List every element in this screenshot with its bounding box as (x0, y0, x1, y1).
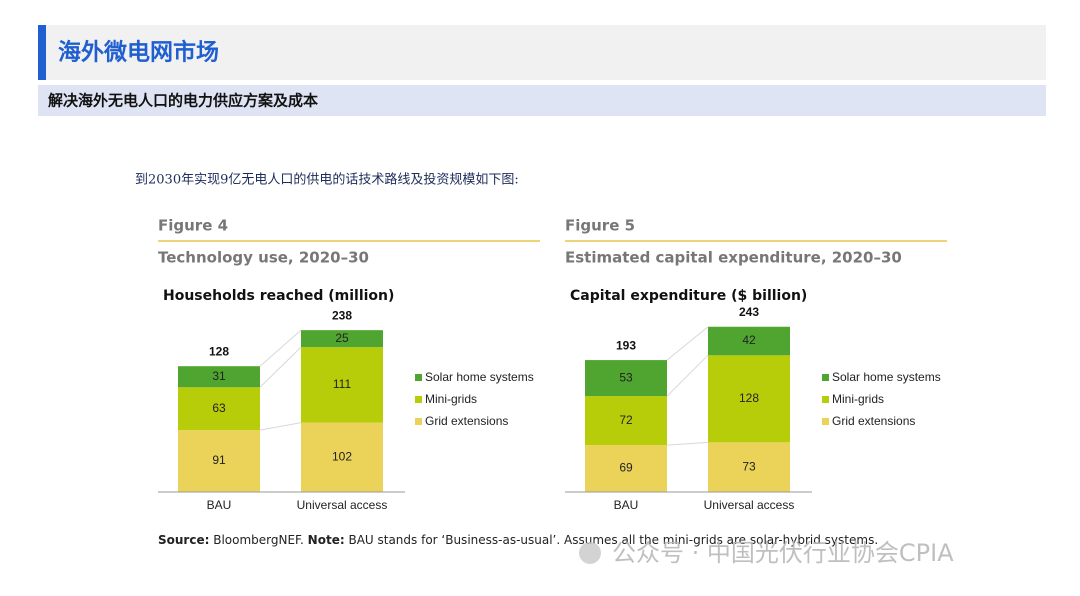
bar-segment (585, 360, 667, 397)
value-label: 72 (619, 413, 633, 427)
subheader-title: 解决海外无电人口的电力供应方案及成本 (48, 92, 318, 110)
bar-segment (178, 387, 260, 431)
bar-segment (585, 445, 667, 492)
value-label: 111 (333, 377, 352, 391)
header-title: 海外微电网市场 (58, 39, 219, 66)
total-label: 193 (616, 338, 636, 352)
legend-swatch (822, 374, 829, 381)
source-label: Source: (158, 533, 209, 547)
source-text: BloombergNEF. (209, 533, 307, 547)
figure-subtitle: Technology use, 2020–30 (158, 249, 369, 267)
value-label: 31 (212, 369, 226, 383)
chart-title: Households reached (million) (163, 288, 394, 304)
legend-label: Grid extensions (425, 414, 508, 428)
watermark-icon (579, 542, 601, 564)
connector (666, 441, 709, 446)
value-label: 91 (212, 453, 226, 467)
connector (666, 326, 709, 361)
x-tick-label: Universal access (704, 498, 795, 512)
source: Source: BloombergNEF. Note: BAU stands f… (158, 533, 878, 547)
figure-subtitle: Estimated capital expenditure, 2020–30 (565, 249, 902, 267)
x-tick-label: BAU (207, 498, 232, 512)
chart-title: Capital expenditure ($ billion) (570, 288, 807, 304)
value-label: 73 (742, 459, 756, 473)
note-label: Note: (308, 533, 345, 547)
figure-label: Figure 4 (158, 217, 228, 235)
header-accent (38, 25, 46, 80)
legend-label: Mini-grids (425, 392, 477, 406)
connector (259, 346, 302, 388)
x-tick-label: BAU (614, 498, 639, 512)
bar-segment (301, 347, 383, 423)
bar-segment (585, 396, 667, 446)
total-label: 128 (209, 344, 229, 358)
legend-swatch (822, 396, 829, 403)
value-label: 128 (739, 391, 759, 405)
caption: 到2030年实现9亿无电人口的供电的话技术路线及投资规模如下图: (135, 172, 519, 188)
bar-segment (178, 366, 260, 388)
total-label: 238 (332, 308, 352, 322)
value-label: 69 (619, 461, 633, 475)
total-label: 243 (739, 305, 759, 319)
header-bg (38, 25, 1046, 80)
legend-swatch (822, 418, 829, 425)
legend-label: Mini-grids (832, 392, 884, 406)
value-label: 25 (335, 331, 349, 345)
value-label: 102 (332, 449, 352, 463)
value-label: 42 (742, 333, 756, 347)
note-text: BAU stands for ‘Business-as-usual’. Assu… (345, 533, 879, 547)
legend-label: Solar home systems (425, 370, 534, 384)
legend-label: Grid extensions (832, 414, 915, 428)
legend-label: Solar home systems (832, 370, 941, 384)
connector (259, 329, 302, 367)
watermark: 公众号 · 中国光伏行业协会CPIA (612, 539, 954, 567)
bar-segment (708, 355, 790, 443)
bar-segment (301, 330, 383, 348)
bar-segment (178, 430, 260, 492)
connector (259, 422, 302, 431)
bar-segment (708, 442, 790, 492)
connector (666, 354, 709, 397)
subheader-bg (38, 85, 1046, 116)
bar-segment (301, 422, 383, 492)
figure-label: Figure 5 (565, 217, 635, 235)
legend-swatch (415, 418, 422, 425)
value-label: 63 (212, 401, 226, 415)
bar-segment (708, 326, 790, 356)
legend-swatch (415, 374, 422, 381)
value-label: 53 (619, 370, 633, 384)
x-tick-label: Universal access (297, 498, 388, 512)
legend-swatch (415, 396, 422, 403)
